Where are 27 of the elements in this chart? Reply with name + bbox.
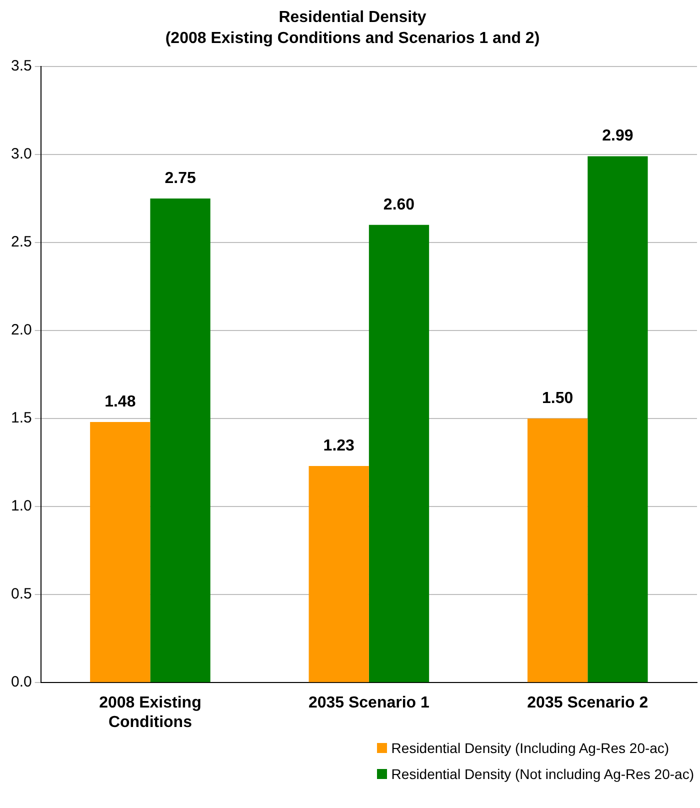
data-label: 2.75 [164,170,196,187]
bar [150,198,210,682]
x-tick-label: 2035 Scenario 2 [527,694,648,712]
x-tick-label: 2035 Scenario 1 [308,694,430,712]
x-tick-label: 2008 Existing Conditions [99,694,202,731]
chart-title: Residential Density [278,9,426,26]
data-label: 1.48 [104,393,136,410]
y-tick-label: 0.5 [10,586,32,603]
y-tick-label: 3.5 [10,58,32,75]
y-tick-label: 3.0 [10,146,32,163]
bar [588,156,648,682]
data-label: 2.99 [602,128,634,145]
legend-label: Residential Density (Not including Ag-Res 20-ac) [391,766,694,782]
y-tick-label: 2.5 [10,234,32,251]
bar [308,466,369,682]
legend-label: Residential Density (Including Ag-Res 20-ac) [391,740,670,756]
data-label: 1.50 [542,390,574,407]
y-tick-label: 2.0 [10,322,32,339]
y-tick-label: 1.5 [10,410,32,427]
chart-subtitle: (2008 Existing Conditions and Scenarios 1 and 2) [165,30,540,48]
y-tick-label: 1.0 [10,498,32,515]
data-label: 2.60 [383,196,415,214]
bar [368,224,430,682]
bar [527,418,588,682]
y-tick-label: 0.0 [10,674,32,691]
bar [90,422,150,682]
data-label: 1.23 [323,437,355,454]
